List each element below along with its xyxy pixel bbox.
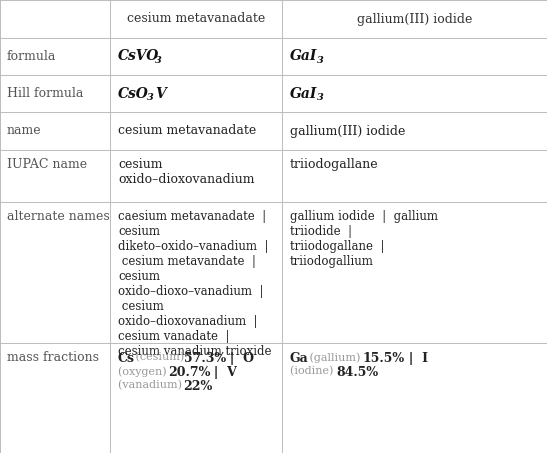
Text: Ga: Ga xyxy=(290,352,309,365)
Text: |  I: | I xyxy=(400,352,428,365)
Text: (gallium): (gallium) xyxy=(306,352,364,362)
Text: gallium(III) iodide: gallium(III) iodide xyxy=(357,13,472,25)
Text: 15.5%: 15.5% xyxy=(362,352,404,365)
Text: formula: formula xyxy=(7,50,56,63)
Text: cesium
oxido–dioxovanadium: cesium oxido–dioxovanadium xyxy=(118,158,254,186)
Text: GaI: GaI xyxy=(290,49,317,63)
Text: Hill formula: Hill formula xyxy=(7,87,83,100)
Text: |  O: | O xyxy=(221,352,254,365)
Text: GaI: GaI xyxy=(290,87,317,101)
Text: (oxygen): (oxygen) xyxy=(118,366,170,376)
Text: 57.3%: 57.3% xyxy=(184,352,226,365)
Text: 84.5%: 84.5% xyxy=(336,366,378,379)
Text: 3: 3 xyxy=(317,56,324,65)
Text: |  V: | V xyxy=(205,366,237,379)
Text: cesium metavanadate: cesium metavanadate xyxy=(118,125,256,138)
Text: 22%: 22% xyxy=(183,380,212,393)
Text: (iodine): (iodine) xyxy=(290,366,337,376)
Text: IUPAC name: IUPAC name xyxy=(7,158,87,171)
Text: mass fractions: mass fractions xyxy=(7,351,99,364)
Text: caesium metavanadate  |
cesium
diketo–oxido–vanadium  |
 cesium metavandate  |
c: caesium metavanadate | cesium diketo–oxi… xyxy=(118,210,271,358)
Text: 3: 3 xyxy=(155,56,162,65)
Text: gallium iodide  |  gallium
triiodide  |
triiodogallane  |
triiodogallium: gallium iodide | gallium triiodide | tri… xyxy=(290,210,438,268)
Text: CsO: CsO xyxy=(118,87,149,101)
Text: (vanadium): (vanadium) xyxy=(118,380,185,390)
Text: V: V xyxy=(155,87,166,101)
Text: 20.7%: 20.7% xyxy=(168,366,211,379)
Text: (cesium): (cesium) xyxy=(132,352,188,362)
Text: Cs: Cs xyxy=(118,352,135,365)
Text: 3: 3 xyxy=(147,93,154,102)
Text: alternate names: alternate names xyxy=(7,210,110,223)
Text: cesium metavanadate: cesium metavanadate xyxy=(127,13,265,25)
Text: triiodogallane: triiodogallane xyxy=(290,158,379,171)
Text: gallium(III) iodide: gallium(III) iodide xyxy=(290,125,405,138)
Text: CsVO: CsVO xyxy=(118,49,159,63)
Text: name: name xyxy=(7,125,42,138)
Text: 3: 3 xyxy=(317,93,324,102)
